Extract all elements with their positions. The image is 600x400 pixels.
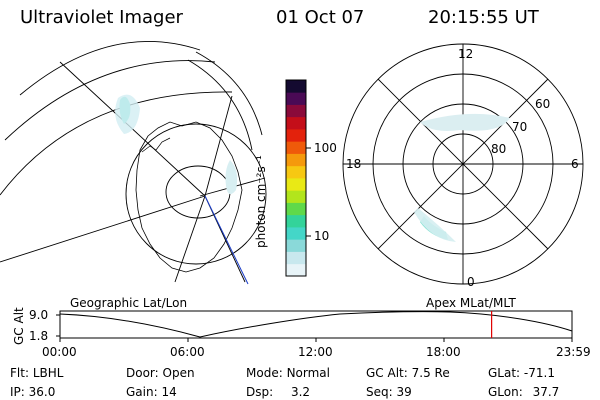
colorbar-segment <box>286 141 306 154</box>
geographic-map <box>0 41 267 285</box>
status-dsp: Dsp: 3.2 <box>246 385 310 399</box>
colorbar-segment <box>286 92 306 105</box>
altitude-ylabel: GC Alt <box>12 307 26 345</box>
colorbar-segment <box>286 104 306 118</box>
gc-alt-value: 7.5 Re <box>411 366 450 380</box>
status-filter: Flt: LBHL <box>10 366 63 380</box>
latitude-arc <box>187 59 253 151</box>
polar-plot <box>342 43 584 285</box>
altitude-xtick-label: 12:00 <box>298 345 333 359</box>
status-glon: GLon: 37.7 <box>488 385 559 399</box>
mlt-label-0: 0 <box>467 275 475 289</box>
coastline-detail <box>141 137 171 153</box>
latitude-arc <box>195 51 263 136</box>
colorbar-tick-label: 100 <box>314 141 337 155</box>
status-mode: Mode: Normal <box>246 366 330 380</box>
altitude-curve <box>59 311 573 338</box>
colorbar-segment <box>286 227 306 240</box>
altitude-xtick-label: 18:00 <box>426 345 461 359</box>
dsp-label: Dsp: <box>246 385 274 399</box>
colorbar-segment <box>286 202 306 216</box>
latitude-circle <box>165 165 231 219</box>
gc-alt-label: GC Alt: <box>366 366 408 380</box>
colorbar-segment <box>286 178 306 191</box>
filter-value: LBHL <box>32 366 64 380</box>
observation-time: 20:15:55 UT <box>428 7 539 28</box>
meridian-line <box>204 95 233 197</box>
colorbar-segment <box>286 251 306 265</box>
glat-value: -71.1 <box>523 366 555 380</box>
latitude-arc <box>19 41 201 96</box>
colorbar-segment <box>286 190 306 203</box>
status-gc-alt: GC Alt: 7.5 Re <box>366 366 450 380</box>
aurora-glow <box>225 160 238 195</box>
altitude-ytick-label: 1.8 <box>29 329 49 343</box>
gain-label: Gain: <box>126 385 158 399</box>
dsp-value: 3.2 <box>290 385 311 399</box>
glon-value: 37.7 <box>532 385 560 399</box>
door-value: Open <box>162 366 195 380</box>
status-gain: Gain: 14 <box>126 385 177 399</box>
latitude-arc <box>0 91 233 196</box>
status-seq: Seq: 39 <box>366 385 412 399</box>
colorbar-segment <box>286 165 306 179</box>
status-door: Door: Open <box>126 366 195 380</box>
glat-label: GLat: <box>488 366 521 380</box>
ip-value: 36.0 <box>28 385 56 399</box>
colorbar-tick-label: 10 <box>314 229 330 243</box>
mlat-label-70: 70 <box>512 120 528 134</box>
altitude-xtick-label: 06:00 <box>170 345 205 359</box>
altitude-xtick-label: 00:00 <box>42 345 77 359</box>
geo-map-title: Geographic Lat/Lon <box>70 296 188 310</box>
status-glat: GLat: -71.1 <box>488 366 555 380</box>
mlt-label-18: 18 <box>346 157 362 171</box>
aurora-oval <box>420 113 510 131</box>
seq-label: Seq: <box>366 385 393 399</box>
observation-date: 01 Oct 07 <box>276 7 365 28</box>
color-scale-bar <box>285 79 307 277</box>
gain-value: 14 <box>161 385 177 399</box>
door-label: Door: <box>126 366 159 380</box>
satellite-track <box>204 195 249 285</box>
seq-value: 39 <box>396 385 412 399</box>
mlt-label-12: 12 <box>458 47 474 61</box>
mlt-meridian <box>377 78 549 250</box>
polar-plot-title: Apex MLat/MLT <box>426 296 516 310</box>
status-ip: IP: 36.0 <box>10 385 55 399</box>
colorbar-unit-label: photon cm⁻²s⁻¹ <box>254 155 268 248</box>
mlat-label-80: 80 <box>491 142 507 156</box>
meridian-line <box>174 195 206 283</box>
mlat-label-60: 60 <box>535 97 551 111</box>
mode-value: Normal <box>286 366 330 380</box>
altitude-plot <box>56 310 573 342</box>
aurora-glow <box>115 94 140 134</box>
colorbar-segment <box>286 153 306 167</box>
colorbar-segment <box>286 80 306 93</box>
aurora-glow <box>414 208 456 242</box>
antarctica-coastline <box>135 121 243 273</box>
earth-disk <box>125 123 267 265</box>
mode-label: Mode: <box>246 366 283 380</box>
filter-label: Flt: <box>10 366 29 380</box>
colorbar-segment <box>286 263 306 277</box>
meridian-line <box>0 195 206 263</box>
glon-label: GLon: <box>488 385 523 399</box>
altitude-xtick-label: 23:59 <box>556 345 591 359</box>
colorbar-segment <box>286 214 306 228</box>
ip-label: IP: <box>10 385 25 399</box>
instrument-title: Ultraviolet Imager <box>20 7 183 28</box>
altitude-ytick-label: 9.0 <box>29 308 49 322</box>
colorbar-segment <box>286 116 306 130</box>
colorbar-segment <box>286 129 306 142</box>
colorbar-frame <box>285 79 307 277</box>
latitude-arc <box>4 60 216 141</box>
mlt-label-6: 6 <box>571 157 579 171</box>
colorbar-segment <box>286 239 306 252</box>
